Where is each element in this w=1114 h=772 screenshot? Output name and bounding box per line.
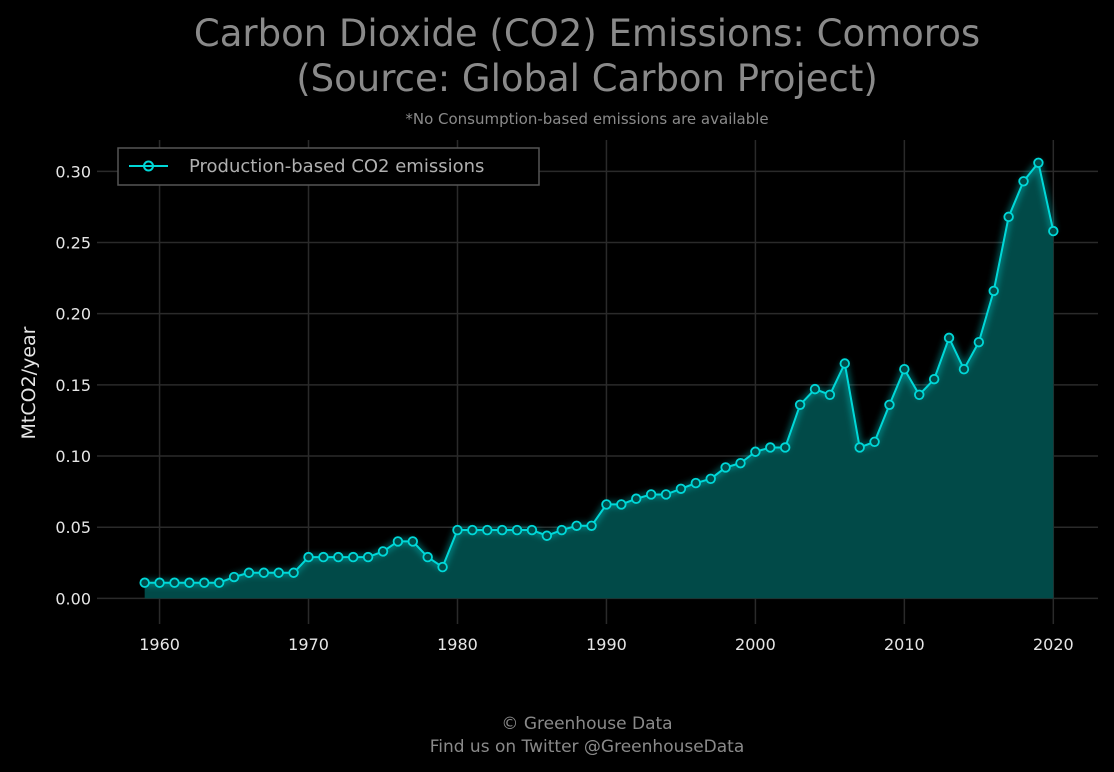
chart-title-line-1: Carbon Dioxide (CO2) Emissions: Comoros bbox=[194, 12, 980, 55]
x-tick-label: 1970 bbox=[288, 635, 329, 654]
data-point bbox=[199, 577, 210, 588]
y-tick-label: 0.00 bbox=[55, 589, 91, 608]
x-tick-label: 2010 bbox=[884, 635, 925, 654]
data-point bbox=[884, 399, 895, 410]
data-point bbox=[854, 442, 865, 453]
data-point bbox=[779, 442, 791, 453]
legend-label: Production-based CO2 emissions bbox=[189, 156, 484, 177]
data-point bbox=[690, 477, 702, 489]
data-point bbox=[914, 389, 925, 401]
x-tick-label: 1980 bbox=[437, 635, 478, 654]
data-point bbox=[645, 489, 657, 500]
data-point bbox=[392, 536, 404, 547]
area-fill-layer bbox=[144, 162, 1054, 599]
data-point bbox=[362, 551, 374, 563]
data-point bbox=[899, 363, 910, 375]
data-point bbox=[213, 577, 225, 588]
data-point bbox=[184, 577, 195, 588]
data-point bbox=[243, 567, 255, 578]
data-point bbox=[601, 499, 612, 510]
data-point bbox=[839, 358, 850, 369]
data-point bbox=[541, 530, 553, 541]
data-point bbox=[422, 551, 433, 563]
data-point bbox=[467, 524, 478, 536]
series-area-fill bbox=[144, 162, 1054, 599]
data-point bbox=[228, 571, 240, 583]
data-point bbox=[705, 473, 716, 485]
data-point bbox=[169, 577, 180, 588]
data-point bbox=[139, 577, 150, 588]
data-point bbox=[794, 399, 806, 410]
data-point bbox=[586, 520, 597, 531]
data-point bbox=[631, 493, 642, 504]
data-point bbox=[437, 561, 448, 573]
y-tick-label: 0.30 bbox=[55, 162, 91, 181]
data-point bbox=[720, 462, 731, 473]
y-tick-label: 0.10 bbox=[55, 447, 91, 466]
data-point bbox=[869, 436, 880, 447]
data-point bbox=[765, 442, 776, 453]
data-point bbox=[333, 551, 344, 563]
data-point bbox=[511, 524, 523, 536]
y-axis-ticks: 0.00 0.05 0.10 0.15 0.20 0.25 0.30 bbox=[55, 162, 91, 608]
data-point bbox=[943, 332, 955, 344]
chart-title-line-2: (Source: Global Carbon Project) bbox=[296, 57, 878, 100]
x-tick-label: 2000 bbox=[735, 635, 776, 654]
data-point bbox=[377, 546, 389, 557]
y-tick-label: 0.15 bbox=[55, 376, 91, 395]
footer-twitter: Find us on Twitter @GreenhouseData bbox=[430, 737, 745, 757]
data-points-layer bbox=[139, 157, 1059, 588]
y-tick-label: 0.25 bbox=[55, 233, 91, 252]
data-point bbox=[809, 383, 821, 395]
data-point bbox=[496, 524, 508, 536]
x-axis-ticks: 1960 1970 1980 1990 2000 2010 2020 bbox=[139, 635, 1073, 654]
data-point bbox=[273, 567, 284, 578]
data-point bbox=[1003, 211, 1014, 223]
data-point bbox=[973, 336, 985, 348]
data-point bbox=[154, 577, 165, 588]
data-point bbox=[1033, 157, 1044, 168]
data-point bbox=[303, 551, 314, 563]
data-point bbox=[348, 551, 359, 563]
data-point bbox=[318, 551, 329, 563]
legend-box bbox=[117, 147, 540, 186]
data-point bbox=[675, 483, 687, 494]
data-point bbox=[928, 373, 940, 385]
data-point bbox=[616, 499, 627, 510]
legend: Production-based CO2 emissions bbox=[117, 147, 540, 186]
data-point bbox=[988, 285, 999, 297]
data-point bbox=[958, 363, 970, 375]
data-point bbox=[258, 567, 270, 578]
data-point bbox=[482, 524, 493, 536]
data-point bbox=[407, 536, 418, 547]
data-point bbox=[556, 524, 567, 536]
data-point bbox=[288, 567, 299, 578]
x-tick-label: 2020 bbox=[1033, 635, 1074, 654]
y-tick-label: 0.05 bbox=[55, 518, 91, 537]
chart-subtitle: *No Consumption-based emissions are avai… bbox=[405, 110, 768, 128]
y-axis-label: MtCO2/year bbox=[18, 326, 40, 439]
data-point bbox=[571, 520, 582, 531]
data-point bbox=[750, 446, 761, 457]
data-point bbox=[735, 457, 746, 469]
data-point bbox=[1018, 176, 1029, 187]
data-point bbox=[452, 524, 463, 536]
data-point bbox=[526, 524, 538, 536]
legend-marker-swatch bbox=[143, 160, 154, 172]
y-tick-label: 0.20 bbox=[55, 305, 91, 324]
x-tick-label: 1990 bbox=[586, 635, 627, 654]
footer-copyright: © Greenhouse Data bbox=[501, 714, 672, 734]
data-point bbox=[1048, 225, 1059, 237]
data-point bbox=[824, 389, 836, 401]
data-point bbox=[660, 489, 672, 500]
x-tick-label: 1960 bbox=[139, 635, 180, 654]
